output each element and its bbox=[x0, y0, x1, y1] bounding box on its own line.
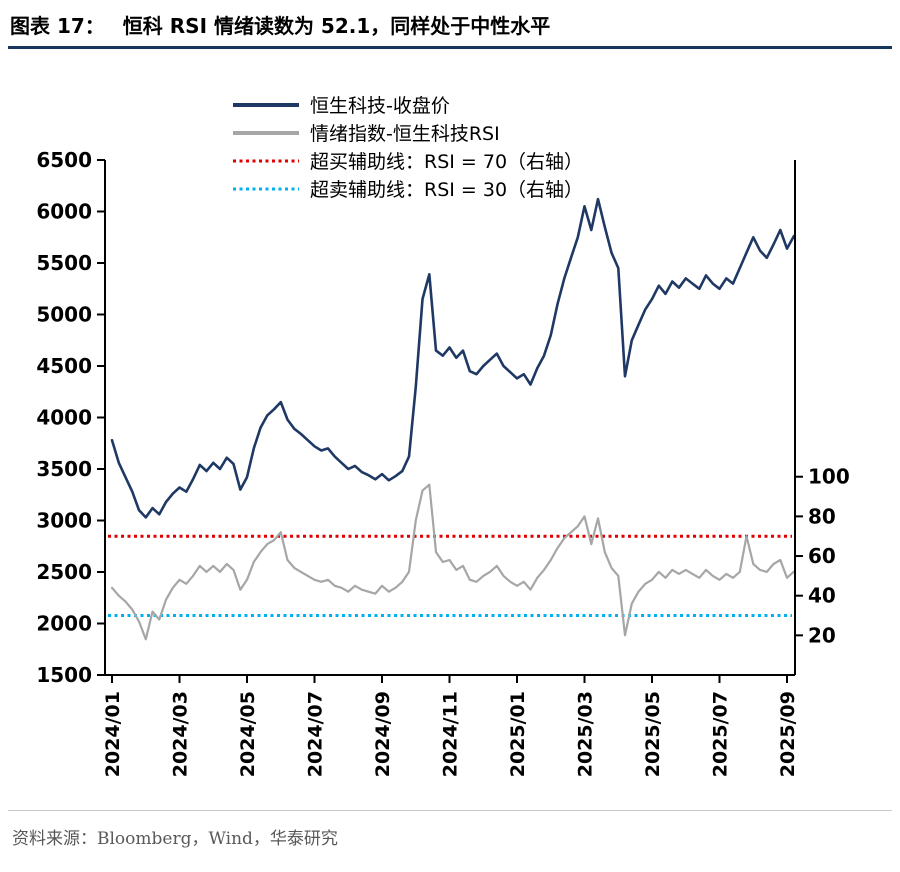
y-left-tick-label: 5500 bbox=[36, 251, 92, 275]
y-right-tick-label: 20 bbox=[808, 623, 836, 647]
y-left-tick-label: 4000 bbox=[36, 406, 92, 430]
x-tick-label: 2024/05 bbox=[237, 691, 259, 777]
y-left-tick-label: 2000 bbox=[36, 612, 92, 636]
title-divider bbox=[8, 46, 892, 49]
axes-group: 1500 2000 2500 3000 3500 4000 4500 5000 5500 6000… bbox=[36, 148, 849, 777]
x-tick-label: 2024/11 bbox=[440, 691, 462, 777]
y-left-tick-label: 3000 bbox=[36, 509, 92, 533]
y-left-tick-label: 5000 bbox=[36, 303, 92, 327]
x-tick-label: 2025/03 bbox=[575, 691, 597, 777]
footer-divider bbox=[8, 810, 892, 811]
source-note: 资料来源：Bloomberg，Wind，华泰研究 bbox=[12, 829, 338, 849]
y-right-tick-label: 60 bbox=[808, 544, 836, 568]
x-tick-label: 2024/03 bbox=[170, 691, 192, 777]
legend-label-1: 情绪指数-恒生科技RSI bbox=[310, 123, 500, 145]
legend-label-2: 超买辅助线：RSI = 70（右轴） bbox=[310, 151, 583, 173]
series-group bbox=[110, 197, 796, 641]
series-line-1 bbox=[110, 483, 795, 641]
y-right-tick-label: 40 bbox=[808, 584, 836, 608]
figure-title-text: 恒科 RSI 情绪读数为 52.1，同样处于中性水平 bbox=[122, 14, 551, 38]
reference-lines-group bbox=[108, 534, 792, 618]
x-tick-label: 2025/07 bbox=[710, 691, 732, 777]
line-chart: 1500 2000 2500 3000 3500 4000 4500 5000 5500 6000… bbox=[36, 95, 849, 777]
y-left-tick-label: 2500 bbox=[36, 560, 92, 584]
legend-label-3: 超卖辅助线：RSI = 30（右轴） bbox=[310, 179, 583, 201]
y-left-tick-label: 6500 bbox=[36, 148, 92, 172]
y-left-tick-label: 6000 bbox=[36, 200, 92, 224]
figure-title: 图表 17： 恒科 RSI 情绪读数为 52.1，同样处于中性水平 bbox=[10, 10, 890, 39]
x-tick-label: 2025/09 bbox=[777, 691, 799, 777]
y-left-tick-label: 3500 bbox=[36, 457, 92, 481]
x-tick-label: 2024/01 bbox=[102, 691, 124, 777]
y-left-tick-label: 1500 bbox=[36, 663, 92, 687]
series-line-0 bbox=[110, 197, 796, 519]
x-tick-label: 2024/09 bbox=[372, 691, 394, 777]
x-tick-label: 2025/05 bbox=[642, 691, 664, 777]
figure-number: 图表 17： bbox=[10, 14, 105, 38]
x-tick-label: 2024/07 bbox=[305, 691, 327, 777]
y-left-tick-label: 4500 bbox=[36, 354, 92, 378]
y-right-tick-label: 100 bbox=[808, 465, 850, 489]
y-right-tick-label: 80 bbox=[808, 504, 836, 528]
legend-label-0: 恒生科技-收盘价 bbox=[310, 95, 450, 117]
x-tick-label: 2025/01 bbox=[507, 691, 529, 777]
